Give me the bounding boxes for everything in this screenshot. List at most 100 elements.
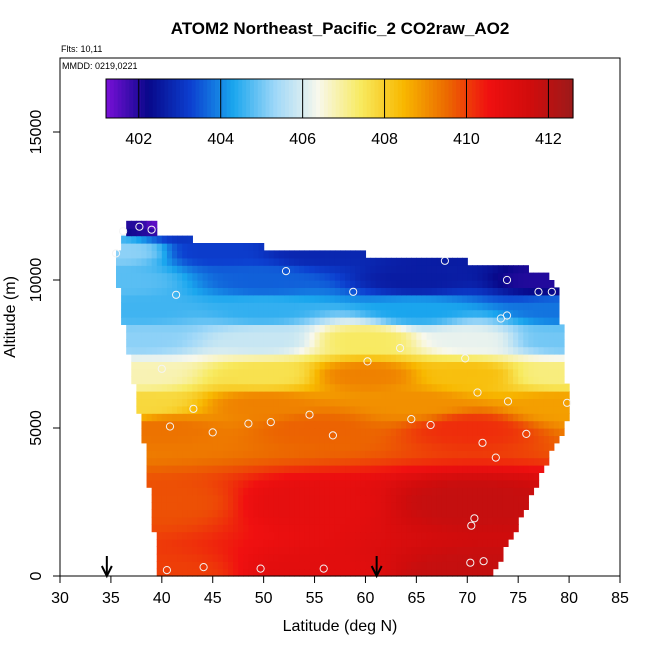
- field-cell: [518, 457, 524, 466]
- field-cell: [355, 487, 361, 496]
- field-cell: [207, 413, 214, 422]
- field-cell: [350, 294, 356, 303]
- field-cell: [126, 317, 132, 325]
- field-cell: [273, 420, 280, 429]
- field-cell: [238, 302, 244, 311]
- field-cell: [263, 309, 270, 318]
- field-cell: [528, 339, 535, 348]
- field-cell: [457, 257, 463, 266]
- field-cell: [370, 309, 377, 318]
- field-cell: [238, 361, 244, 370]
- field-cell: [217, 339, 224, 348]
- field-cell: [518, 280, 524, 288]
- field-cell: [187, 257, 193, 266]
- field-cell: [340, 465, 346, 473]
- field-cell: [284, 405, 290, 414]
- field-cell: [421, 546, 428, 555]
- field-cell: [314, 405, 321, 414]
- field-cell: [238, 442, 244, 451]
- field-cell: [502, 450, 509, 459]
- field-cell: [441, 465, 448, 473]
- field-cell: [487, 317, 494, 325]
- field-cell: [426, 435, 433, 444]
- field-cell: [248, 487, 255, 496]
- field-cell: [228, 302, 234, 311]
- field-cell: [370, 391, 377, 399]
- field-cell: [151, 265, 158, 274]
- field-cell: [217, 272, 224, 281]
- field-cell: [502, 324, 509, 333]
- colorbar-swatch: [106, 79, 111, 118]
- field-cell: [416, 420, 423, 429]
- field-cell: [380, 413, 387, 422]
- field-cell: [411, 457, 417, 466]
- field-cell: [177, 361, 183, 370]
- field-cell: [370, 302, 377, 311]
- field-cell: [172, 450, 178, 459]
- field-cell: [309, 294, 316, 303]
- field-cell: [177, 435, 183, 444]
- field-cell: [228, 250, 234, 259]
- field-cell: [375, 272, 382, 281]
- field-cell: [197, 302, 204, 311]
- field-cell: [238, 405, 244, 414]
- field-cell: [401, 472, 407, 481]
- field-cell: [487, 487, 494, 496]
- field-cell: [284, 420, 290, 429]
- field-cell: [233, 553, 239, 562]
- field-cell: [548, 324, 555, 333]
- field-cell: [202, 479, 209, 488]
- field-cell: [426, 331, 433, 340]
- field-cell: [406, 457, 412, 466]
- field-cell: [421, 524, 428, 533]
- field-cell: [182, 479, 188, 488]
- field-cell: [452, 524, 458, 533]
- colorbar-swatch: [534, 79, 539, 118]
- field-cell: [202, 450, 209, 459]
- field-cell: [238, 465, 244, 473]
- field-cell: [192, 442, 199, 451]
- field-cell: [192, 309, 199, 318]
- field-cell: [345, 457, 351, 466]
- field-cell: [182, 361, 188, 370]
- field-cell: [482, 324, 489, 333]
- field-cell: [457, 272, 463, 281]
- field-cell: [192, 391, 199, 399]
- field-cell: [273, 428, 280, 436]
- field-cell: [263, 398, 270, 407]
- field-cell: [355, 339, 361, 348]
- field-cell: [258, 509, 265, 518]
- field-cell: [492, 346, 499, 355]
- field-cell: [187, 272, 193, 281]
- field-cell: [126, 220, 132, 229]
- field-cell: [523, 376, 529, 385]
- field-cell: [452, 346, 458, 355]
- field-cell: [222, 324, 229, 333]
- field-cell: [278, 502, 285, 510]
- field-cell: [329, 465, 336, 473]
- field-cell: [172, 265, 178, 274]
- field-cell: [268, 287, 275, 296]
- field-cell: [390, 257, 397, 266]
- field-cell: [492, 294, 499, 303]
- field-cell: [329, 516, 336, 525]
- field-cell: [238, 516, 244, 525]
- field-cell: [263, 465, 270, 473]
- field-cell: [156, 413, 163, 422]
- field-cell: [553, 420, 560, 429]
- field-cell: [370, 376, 377, 385]
- field-cell: [533, 339, 540, 348]
- field-cell: [289, 561, 295, 570]
- field-cell: [497, 346, 504, 355]
- field-cell: [380, 331, 387, 340]
- field-cell: [365, 531, 372, 540]
- field-cell: [390, 339, 397, 348]
- field-cell: [202, 465, 209, 473]
- field-cell: [426, 391, 433, 399]
- field-cell: [197, 442, 204, 451]
- field-cell: [258, 361, 265, 370]
- field-cell: [334, 405, 341, 414]
- field-cell: [477, 354, 484, 362]
- field-cell: [284, 531, 290, 540]
- field-cell: [375, 479, 382, 488]
